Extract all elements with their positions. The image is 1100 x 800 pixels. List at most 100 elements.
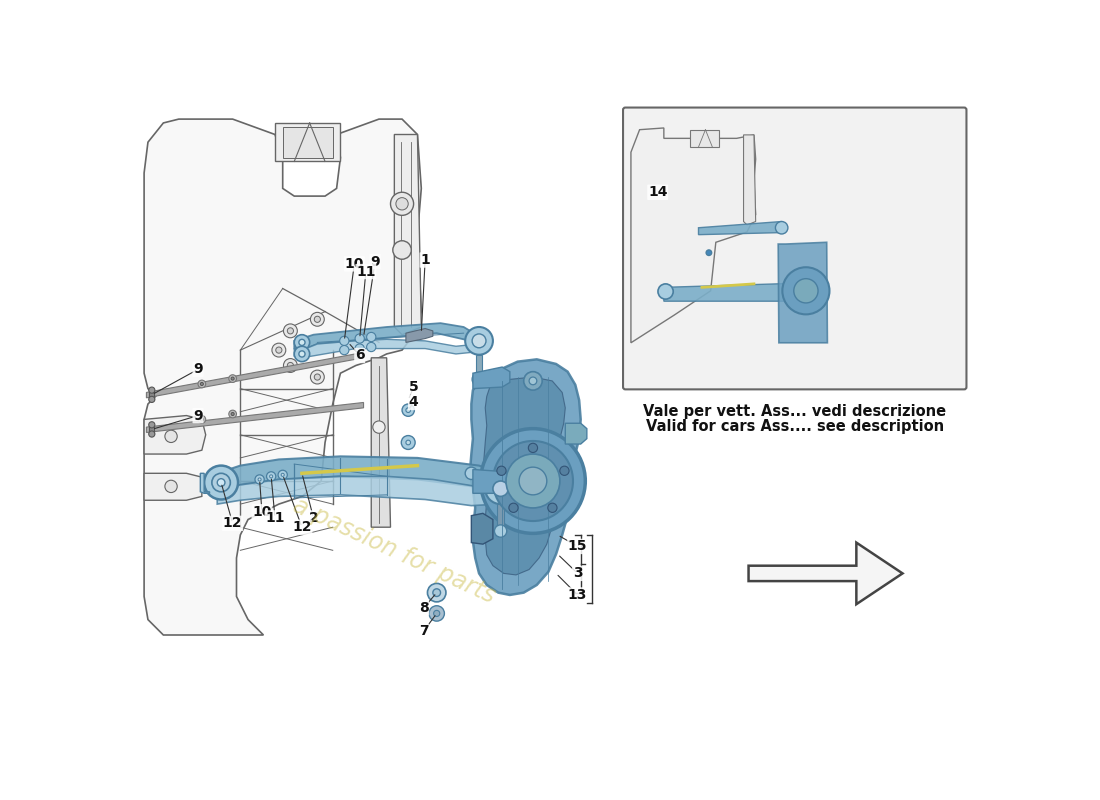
Text: 2: 2 xyxy=(309,511,318,525)
Circle shape xyxy=(396,198,408,210)
Polygon shape xyxy=(218,476,498,506)
Circle shape xyxy=(340,336,349,346)
Circle shape xyxy=(148,387,155,394)
Circle shape xyxy=(355,344,364,353)
Circle shape xyxy=(198,380,206,388)
Circle shape xyxy=(472,373,486,386)
Circle shape xyxy=(266,472,276,481)
Polygon shape xyxy=(406,329,433,342)
Polygon shape xyxy=(698,222,782,234)
Text: 6: 6 xyxy=(355,349,364,362)
Circle shape xyxy=(485,474,516,504)
Circle shape xyxy=(148,431,155,437)
Circle shape xyxy=(560,466,569,475)
Text: 1: 1 xyxy=(420,253,430,267)
Circle shape xyxy=(229,374,236,382)
Polygon shape xyxy=(473,470,510,494)
Circle shape xyxy=(776,222,788,234)
Text: 14: 14 xyxy=(648,186,668,199)
Text: 9: 9 xyxy=(194,409,202,422)
Text: 7: 7 xyxy=(419,624,428,638)
Circle shape xyxy=(432,589,440,597)
Text: 4: 4 xyxy=(409,395,418,410)
Circle shape xyxy=(200,382,204,386)
Circle shape xyxy=(355,334,364,343)
Circle shape xyxy=(481,429,585,534)
Circle shape xyxy=(287,362,294,369)
Circle shape xyxy=(229,410,236,418)
Polygon shape xyxy=(218,456,517,496)
Circle shape xyxy=(519,467,547,495)
Circle shape xyxy=(402,435,415,450)
Text: 10: 10 xyxy=(252,505,272,519)
Circle shape xyxy=(255,475,264,484)
Circle shape xyxy=(315,374,320,380)
Circle shape xyxy=(472,334,486,348)
Text: 10: 10 xyxy=(344,257,364,271)
Circle shape xyxy=(506,454,560,508)
Circle shape xyxy=(295,334,310,350)
Polygon shape xyxy=(144,474,202,500)
Polygon shape xyxy=(372,358,390,527)
Circle shape xyxy=(310,370,324,384)
Polygon shape xyxy=(470,359,581,595)
Circle shape xyxy=(366,332,376,342)
Polygon shape xyxy=(744,135,756,225)
Circle shape xyxy=(165,430,177,442)
Circle shape xyxy=(231,377,234,380)
Circle shape xyxy=(212,474,230,492)
Circle shape xyxy=(782,267,829,314)
Circle shape xyxy=(284,358,297,373)
Polygon shape xyxy=(295,339,480,358)
Text: 9: 9 xyxy=(371,254,380,269)
Polygon shape xyxy=(283,126,332,158)
Polygon shape xyxy=(146,353,363,398)
Circle shape xyxy=(433,610,440,617)
Circle shape xyxy=(287,328,294,334)
Circle shape xyxy=(310,312,324,326)
Polygon shape xyxy=(473,367,510,389)
Circle shape xyxy=(270,475,273,478)
Circle shape xyxy=(205,466,238,499)
Circle shape xyxy=(509,503,518,513)
Circle shape xyxy=(231,413,234,415)
Polygon shape xyxy=(150,425,154,434)
Circle shape xyxy=(493,481,508,496)
Polygon shape xyxy=(200,474,209,494)
Circle shape xyxy=(148,396,155,402)
Circle shape xyxy=(165,480,177,493)
Polygon shape xyxy=(778,242,827,342)
Text: a passion for parts: a passion for parts xyxy=(289,493,499,608)
Text: 5: 5 xyxy=(409,380,418,394)
Text: Vale per vett. Ass... vedi descrizione: Vale per vett. Ass... vedi descrizione xyxy=(644,404,946,419)
Circle shape xyxy=(299,351,305,357)
Circle shape xyxy=(548,503,557,513)
Circle shape xyxy=(528,443,538,453)
Circle shape xyxy=(402,404,415,416)
Polygon shape xyxy=(144,415,206,454)
Polygon shape xyxy=(565,423,587,444)
Circle shape xyxy=(406,440,410,445)
Circle shape xyxy=(200,418,204,421)
Circle shape xyxy=(284,324,297,338)
Text: Valid for cars Ass.... see description: Valid for cars Ass.... see description xyxy=(646,419,944,434)
Circle shape xyxy=(390,192,414,215)
Circle shape xyxy=(272,343,286,357)
Circle shape xyxy=(340,346,349,354)
Text: 13: 13 xyxy=(568,588,587,602)
Text: 3: 3 xyxy=(573,566,582,581)
Polygon shape xyxy=(749,542,902,604)
Circle shape xyxy=(295,346,310,362)
Circle shape xyxy=(148,422,155,428)
Circle shape xyxy=(198,415,206,423)
Circle shape xyxy=(428,583,446,602)
Polygon shape xyxy=(497,504,505,531)
Circle shape xyxy=(276,347,282,353)
Circle shape xyxy=(218,478,226,486)
Text: 8: 8 xyxy=(419,601,429,615)
Circle shape xyxy=(299,339,305,346)
Circle shape xyxy=(393,241,411,259)
Circle shape xyxy=(373,421,385,434)
Text: 12: 12 xyxy=(293,520,311,534)
Polygon shape xyxy=(476,354,482,379)
